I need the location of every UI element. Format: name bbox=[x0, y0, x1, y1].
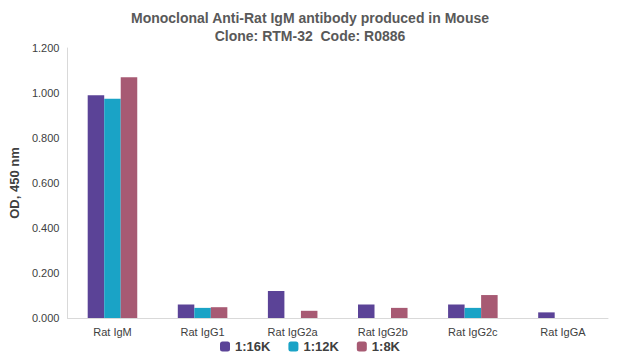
svg-text:1.200: 1.200 bbox=[32, 42, 60, 54]
svg-text:1:16K: 1:16K bbox=[235, 339, 271, 354]
svg-text:Clone: RTM-32 Code: R0886: Clone: RTM-32 Code: R0886 bbox=[215, 28, 406, 44]
svg-text:Rat IgG2c: Rat IgG2c bbox=[448, 326, 498, 338]
svg-text:0.400: 0.400 bbox=[32, 222, 60, 234]
svg-text:OD, 450 nm: OD, 450 nm bbox=[7, 147, 22, 219]
svg-text:0.800: 0.800 bbox=[32, 132, 60, 144]
svg-text:1:12K: 1:12K bbox=[303, 339, 339, 354]
svg-text:Rat IgG1: Rat IgG1 bbox=[181, 326, 225, 338]
svg-text:Rat IgG2a: Rat IgG2a bbox=[268, 326, 319, 338]
svg-text:0.000: 0.000 bbox=[32, 312, 60, 324]
svg-text:Rat IgM: Rat IgM bbox=[93, 326, 132, 338]
svg-text:1.000: 1.000 bbox=[32, 87, 60, 99]
svg-text:Monoclonal Anti-Rat IgM antibo: Monoclonal Anti-Rat IgM antibody produce… bbox=[131, 10, 489, 26]
svg-text:Rat IgGA: Rat IgGA bbox=[540, 326, 586, 338]
svg-text:0.200: 0.200 bbox=[32, 267, 60, 279]
svg-text:0.600: 0.600 bbox=[32, 177, 60, 189]
svg-text:1:8K: 1:8K bbox=[372, 339, 401, 354]
svg-text:Rat IgG2b: Rat IgG2b bbox=[358, 326, 408, 338]
